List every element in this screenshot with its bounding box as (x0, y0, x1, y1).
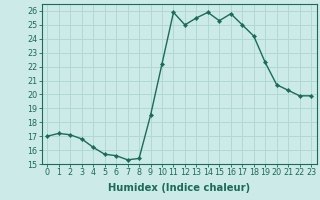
X-axis label: Humidex (Indice chaleur): Humidex (Indice chaleur) (108, 183, 250, 193)
